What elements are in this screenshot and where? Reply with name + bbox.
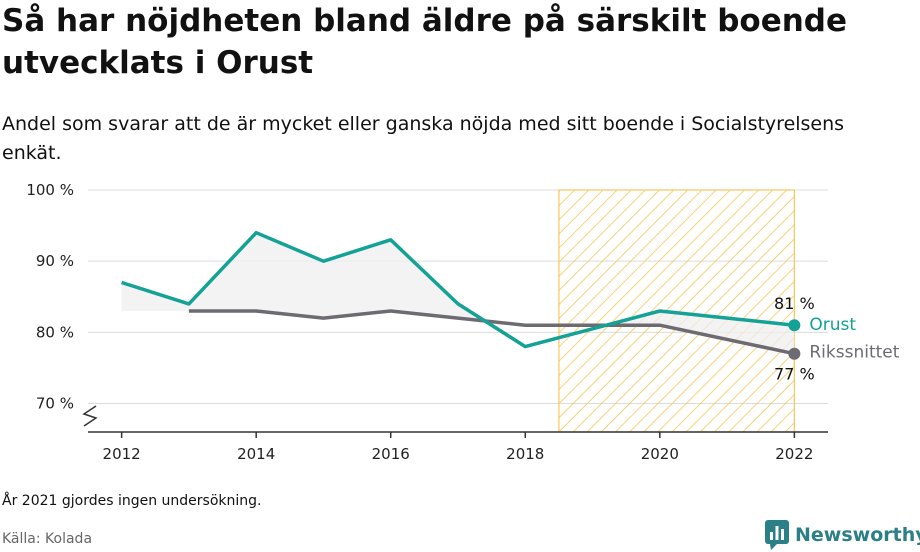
end-value-label-rikssnittet: 77 % [774,365,815,384]
axis-break-icon [82,405,98,427]
series-line-orust [121,230,795,349]
y-tick-label: 90 % [36,252,74,270]
end-value-label-orust: 81 % [774,294,815,313]
source-label: Källa: Kolada [2,531,93,547]
brand-name: Newsworthy [795,524,920,546]
end-point-orust [788,319,801,332]
x-tick-label: 2018 [506,445,544,463]
highlight-period [558,189,795,433]
y-tick-label: 80 % [36,323,74,341]
series-label-rikssnittet: Rikssnittet [809,343,899,363]
x-tick-label: 2020 [641,445,679,463]
x-tick-label: 2014 [237,445,275,463]
line-chart: 70 % 80 % 90 % 100 % 2012 2014 2016 2018 2020 202… [26,181,899,463]
y-tick-label: 100 % [26,181,74,199]
series-line-rikssnittet [188,309,795,356]
end-point-rikssnittet [788,347,801,360]
x-tick-label: 2016 [372,445,410,463]
y-tick-label: 70 % [36,395,74,413]
x-tick-label: 2022 [775,445,813,463]
brand-logo: Newsworthy [765,520,920,550]
footnote: År 2021 gjordes ingen undersökning. [2,493,262,509]
chart-bubble-icon [765,520,789,550]
series-label-orust: Orust [809,315,856,335]
chart-subtitle: Andel som svarar att de är mycket eller … [2,113,845,164]
x-tick-label: 2012 [103,445,141,463]
chart-title: Så har nöjdheten bland äldre på särskilt… [2,3,848,81]
